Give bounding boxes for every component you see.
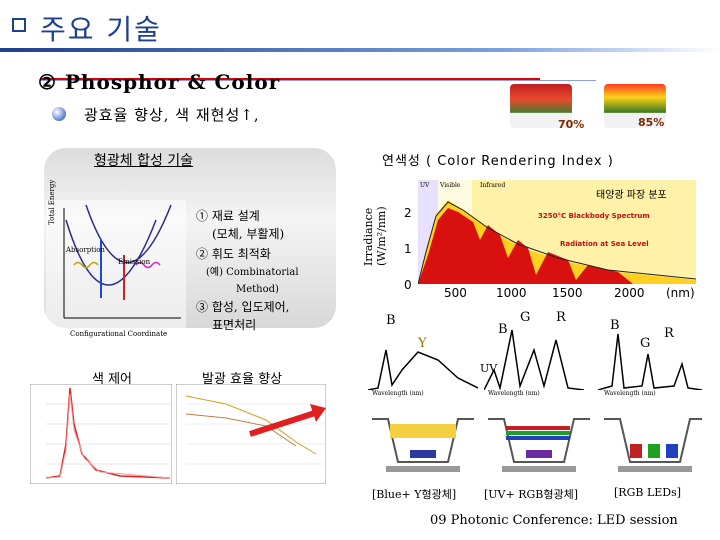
legend-sea-level: Radiation at Sea Level xyxy=(560,240,649,248)
xtick-1000: 1000 xyxy=(496,286,527,300)
spectrum-rgb-leds xyxy=(598,333,702,390)
legend-uv: UV xyxy=(420,182,430,189)
ytick-0: 0 xyxy=(404,278,412,292)
irradiance-ylabel: Irradiance (W/m²/nm) xyxy=(362,206,388,266)
spectrum-uv-rgb xyxy=(484,329,584,390)
led-caption-3: [RGB LEDs] xyxy=(614,486,682,499)
xlabel-3: Wavelength (nm) xyxy=(604,390,656,397)
spectrum2-r: R xyxy=(556,310,566,325)
percent-left: 70% xyxy=(558,118,585,131)
percent-right: 85% xyxy=(638,116,665,129)
legend-infrared: Infrared xyxy=(480,182,506,189)
item-2-sub: (예) Combinatorial xyxy=(206,267,299,278)
spectrum3-b: B xyxy=(610,318,620,333)
solar-spectrum-chart xyxy=(418,180,696,284)
bullet-text: 광효율 향상, 색 재현성↑, xyxy=(84,106,260,124)
item-1-sub: (모체, 부활제) xyxy=(212,227,285,241)
footer-text: 09 Photonic Conference: LED session xyxy=(430,513,678,528)
efficiency-label: 발광 효율 향상 xyxy=(202,372,283,387)
legend-blackbody: 3250°C Blackbody Spectrum xyxy=(538,212,650,220)
color-control-label: 색 제어 xyxy=(92,372,133,387)
section-underline-blue xyxy=(40,80,596,81)
slide-header xyxy=(0,0,720,50)
diagram-ylabel: Total Energy xyxy=(48,179,56,225)
checkbox-bullet-icon xyxy=(12,18,26,32)
spectrum1-b: B xyxy=(386,313,396,328)
spectrum3-r: R xyxy=(664,326,674,341)
spectrum2-g: G xyxy=(520,310,531,325)
color-control-chart xyxy=(30,384,172,484)
led-caption-1: [Blue+ Y형광체] xyxy=(372,488,457,501)
header-divider xyxy=(0,48,720,52)
item-1: ① 재료 설계 xyxy=(196,209,260,223)
diagram-absorption-label: Absorption xyxy=(66,246,105,254)
item-3-sub: 표면처리 xyxy=(212,318,257,332)
xlabel-2: Wavelength (nm) xyxy=(488,390,540,397)
xtick-500: 500 xyxy=(444,286,467,300)
item-2: ② 휘도 최적화 xyxy=(196,247,271,261)
section-title: ② Phosphor & Color xyxy=(38,70,281,94)
led-caption-2: [UV+ RGB형광체] xyxy=(484,488,579,501)
item-2-sub2: Method) xyxy=(236,284,279,295)
xtick-1500: 1500 xyxy=(552,286,583,300)
ytick-2: 2 xyxy=(404,206,412,220)
led-packages-diagram xyxy=(372,418,702,472)
flower-photo-left xyxy=(510,84,572,128)
ytick-1: 1 xyxy=(404,242,412,256)
x-unit: (nm) xyxy=(666,286,695,300)
spectrum-blue-yellow xyxy=(368,349,478,390)
xtick-2000: 2000 xyxy=(614,286,645,300)
spectrum2-b: B xyxy=(498,322,508,337)
flower-photo-right xyxy=(604,84,666,128)
legend-visible: Visible xyxy=(440,182,461,189)
solar-chart-title: 태양광 파장 분포 xyxy=(596,190,667,201)
configurational-diagram xyxy=(46,200,186,330)
sphere-bullet-icon xyxy=(52,107,66,121)
cri-title: 연색성 ( Color Rendering Index ) xyxy=(382,154,614,169)
panel-title: 형광체 합성 기술 xyxy=(94,153,194,169)
xlabel-1: Wavelength (nm) xyxy=(372,390,424,397)
spectrum3-g: G xyxy=(640,336,651,351)
spectrum1-y: Y xyxy=(418,336,427,351)
page-title: 주요 기술 xyxy=(40,13,162,46)
diagram-emission-label: Emission xyxy=(118,258,151,266)
efficiency-chart xyxy=(176,384,326,484)
diagram-xlabel: Configurational Coordinate xyxy=(70,330,168,338)
section-underline-red xyxy=(40,78,540,80)
item-3: ③ 합성, 입도제어, xyxy=(196,300,290,314)
